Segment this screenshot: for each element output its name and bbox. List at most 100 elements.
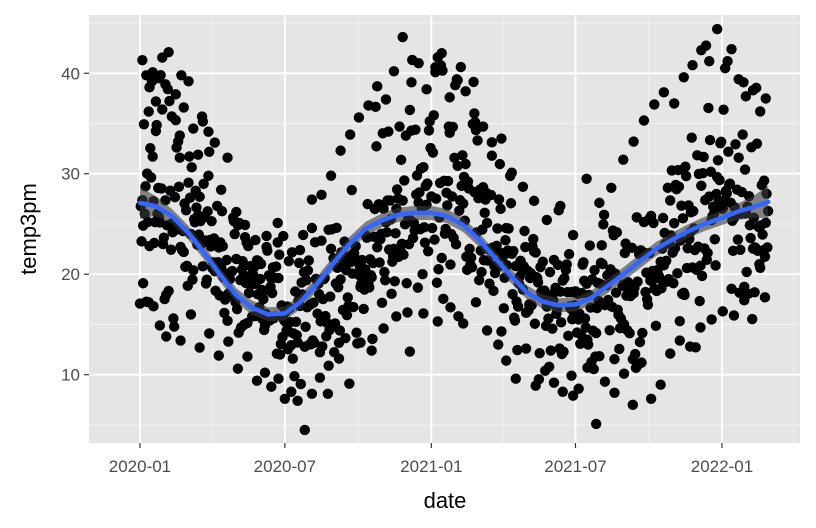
data-point [386,288,397,300]
data-point [358,303,369,315]
data-point [547,323,558,334]
data-point [221,254,232,266]
data-point [695,322,706,333]
y-tick-label: 30 [61,165,80,184]
data-point [481,217,493,229]
data-point [303,255,314,266]
data-point [423,125,435,136]
data-point [185,309,197,320]
data-point [203,126,214,137]
data-point [419,237,431,248]
data-point [628,136,639,147]
smooth-fit [137,185,771,322]
x-tick-label: 2021-01 [400,457,462,476]
data-point [398,249,409,260]
data-point [317,341,328,352]
data-point [645,393,657,404]
x-tick-label: 2020-07 [254,457,316,476]
data-point [376,297,388,309]
data-point [194,342,205,353]
data-point [698,151,709,163]
data-point [341,309,353,321]
data-point [164,95,175,107]
data-point [567,229,579,241]
data-points [134,23,774,436]
data-point [402,307,413,318]
y-axis-ticks: 10 20 30 40 [61,64,89,385]
data-point [582,362,593,373]
data-point [747,313,758,325]
data-point [217,241,228,252]
data-point [672,268,683,279]
data-point [306,194,318,205]
data-point [739,295,750,306]
data-point [367,333,378,345]
data-point [561,259,572,270]
data-point [432,316,443,327]
data-point [201,274,213,285]
data-point [436,47,447,59]
data-point [455,61,467,73]
data-point [472,135,483,146]
data-point [308,297,319,308]
data-point [147,151,158,162]
data-point [637,327,648,339]
data-point [173,181,185,193]
data-point [709,234,721,245]
data-point [342,292,353,303]
x-axis-ticks: 2020-01 2020-07 2021-01 2021-07 2022-01 [109,443,753,476]
data-point [170,89,181,100]
data-point [579,313,591,324]
data-point [418,308,429,319]
data-point [757,229,768,240]
data-point [519,225,530,237]
data-point [143,106,154,117]
data-point [578,257,589,268]
data-point [150,96,162,107]
data-point [391,311,402,322]
data-point [662,182,674,194]
data-point [421,84,432,95]
data-point [688,205,699,217]
data-point [322,388,334,400]
data-point [657,212,669,224]
data-point [178,246,189,258]
data-point [460,86,471,97]
x-axis-title: date [424,488,467,513]
data-point [306,222,318,234]
data-point [136,236,147,247]
data-point [242,351,253,362]
data-point [566,370,577,381]
data-point [223,336,234,347]
data-point [293,257,305,269]
data-point [198,178,209,189]
data-point [715,136,727,148]
data-point [175,335,186,346]
data-point [335,145,346,156]
data-point [661,255,672,266]
data-point [351,327,362,338]
data-point [510,373,521,384]
data-point [178,102,189,113]
data-point [754,262,766,274]
data-point [344,129,356,140]
data-point [379,266,390,278]
data-point [366,345,377,356]
data-point [563,330,574,342]
data-point [165,244,177,255]
data-point [517,181,529,193]
data-point [594,197,605,209]
data-point [333,353,345,364]
data-point [609,353,620,365]
data-point [665,348,676,359]
data-point [283,255,295,267]
data-point [537,256,549,267]
y-axis-title: temp3pm [16,183,41,275]
data-point [261,230,272,242]
data-point [737,129,748,140]
data-point [204,328,215,339]
data-point [137,55,148,66]
data-point [674,335,685,346]
data-point [505,198,517,209]
data-point [495,203,506,215]
